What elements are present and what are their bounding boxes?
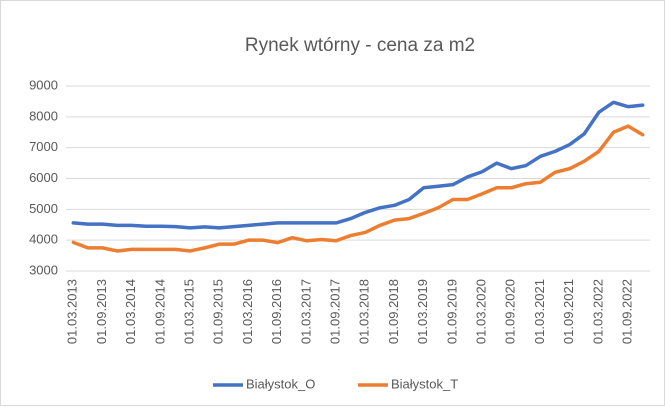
x-tick-label: 01.09.2013 [94, 279, 109, 344]
x-tick-label: 01.09.2018 [386, 279, 401, 344]
x-tick-label: 01.03.2022 [590, 279, 605, 344]
x-tick-label: 01.09.2015 [211, 279, 226, 344]
x-tick-label: 01.03.2014 [123, 279, 138, 344]
x-tick-label: 01.03.2020 [474, 279, 489, 344]
x-tick-label: 01.03.2015 [182, 279, 197, 344]
y-tick-label: 9000 [29, 77, 58, 92]
series-line [71, 124, 645, 253]
y-tick-label: 8000 [29, 108, 58, 123]
series-line [71, 100, 645, 230]
x-tick-label: 01.03.2019 [415, 279, 430, 344]
x-tick-label: 01.03.2018 [357, 279, 372, 344]
y-tick-label: 5000 [29, 201, 58, 216]
y-tick-label: 4000 [29, 232, 58, 247]
y-tick-label: 3000 [29, 262, 58, 277]
x-tick-label: 01.09.2021 [561, 279, 576, 344]
x-tick-label: 01.03.2017 [298, 279, 313, 344]
x-tick-label: 01.03.2021 [532, 279, 547, 344]
x-tick-label: 01.09.2022 [620, 279, 635, 344]
x-tick-label: 01.09.2017 [328, 279, 343, 344]
legend-label: Białystok_T [391, 376, 458, 391]
y-tick-label: 6000 [29, 170, 58, 185]
x-tick-label: 01.09.2014 [152, 279, 167, 344]
legend-label: Białystok_O [246, 376, 315, 391]
x-tick-label: 01.09.2016 [269, 279, 284, 344]
x-tick-label: 01.09.2020 [503, 279, 518, 344]
y-tick-label: 7000 [29, 139, 58, 154]
x-tick-label: 01.03.2016 [240, 279, 255, 344]
x-tick-label: 01.09.2019 [444, 279, 459, 344]
chart-title: Rynek wtórny - cena za m2 [245, 35, 475, 56]
x-tick-label: 01.03.2013 [65, 279, 80, 344]
